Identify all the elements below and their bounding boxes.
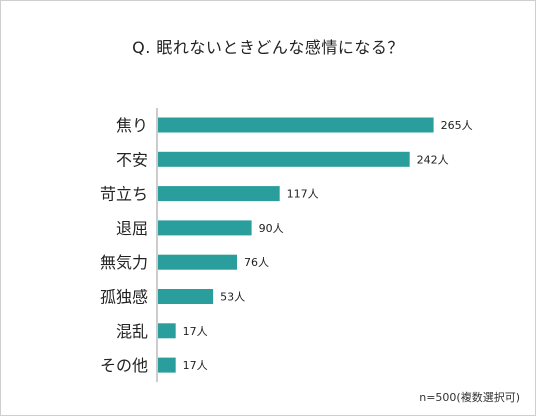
bar: [158, 323, 176, 339]
value-label: 17人: [183, 359, 208, 372]
category-label: 退屈: [116, 219, 148, 238]
value-label: 265人: [441, 119, 473, 132]
value-label: 17人: [183, 325, 208, 338]
sample-size-note: n=500(複数選択可): [419, 391, 520, 404]
category-label: 不安: [116, 150, 148, 169]
category-label: 孤独感: [100, 288, 148, 307]
value-label: 53人: [220, 291, 245, 304]
bar: [158, 151, 410, 167]
value-label: 76人: [244, 256, 269, 269]
bar: [158, 289, 214, 304]
value-label: 90人: [259, 222, 284, 235]
value-label: 242人: [417, 153, 449, 166]
category-label: 焦り: [116, 116, 148, 135]
category-label: その他: [100, 356, 148, 375]
bar: [158, 254, 238, 270]
chart-title: Q. 眠れないときどんな感情になる？: [132, 38, 404, 57]
category-label: 苛立ち: [100, 185, 148, 204]
bar: [158, 186, 280, 202]
bar: [158, 357, 176, 373]
bar: [158, 220, 252, 236]
bar: [158, 117, 434, 133]
category-label: 無気力: [100, 253, 148, 272]
category-label: 混乱: [116, 322, 148, 341]
value-label: 117人: [287, 188, 319, 201]
